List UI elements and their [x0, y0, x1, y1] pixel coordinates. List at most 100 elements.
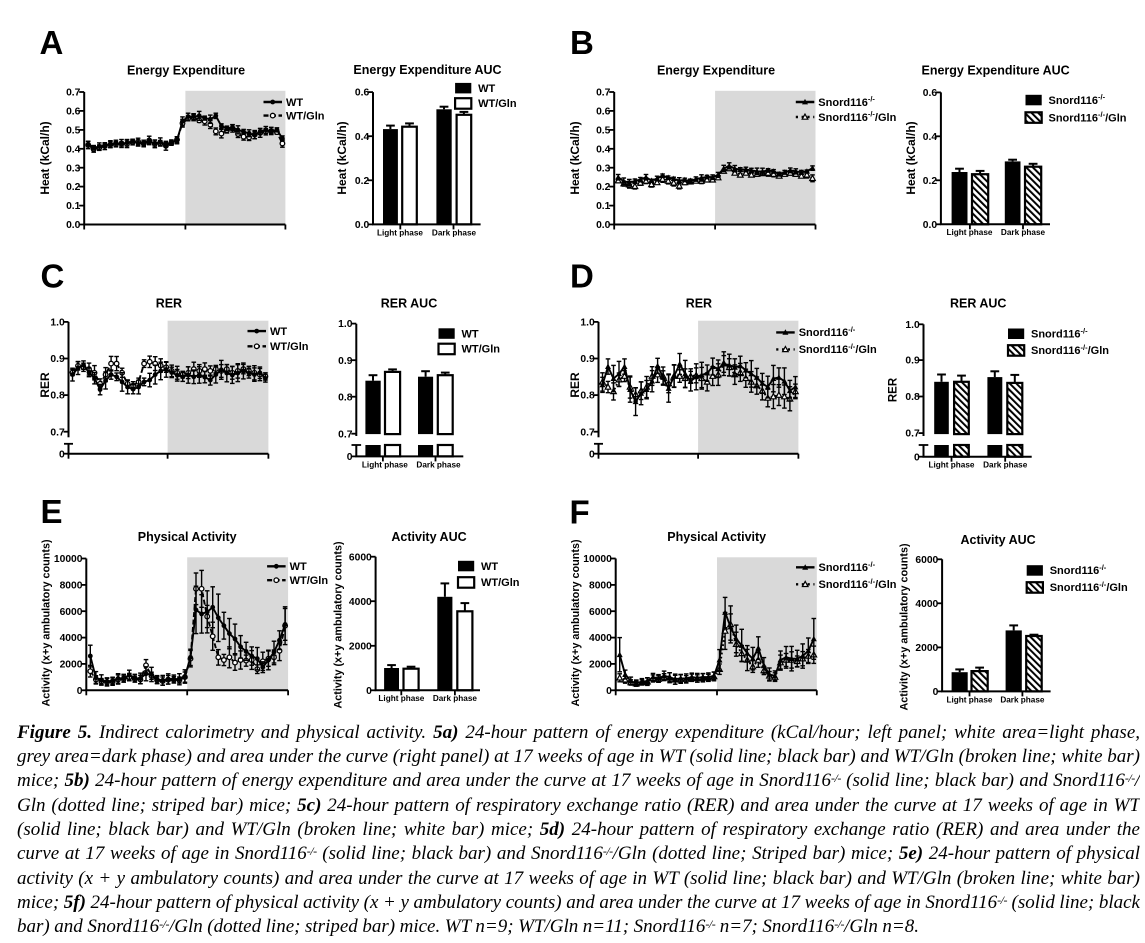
svg-text:6000: 6000	[915, 555, 938, 566]
svg-text:0: 0	[77, 686, 83, 697]
svg-text:Snord116-/-/Gln: Snord116-/-/Gln	[1049, 110, 1127, 124]
svg-text:Activity (x+y ambulatory count: Activity (x+y ambulatory counts)	[899, 543, 911, 710]
svg-text:Heat (kCal/h): Heat (kCal/h)	[904, 121, 918, 194]
svg-text:Snord116-/-: Snord116-/-	[819, 560, 876, 574]
svg-text:Light phase: Light phase	[929, 461, 975, 470]
svg-text:0.5: 0.5	[596, 126, 611, 137]
svg-text:6000: 6000	[589, 607, 612, 618]
svg-text:WT: WT	[270, 326, 287, 338]
svg-text:Energy Expenditure: Energy Expenditure	[127, 63, 245, 77]
svg-text:2000: 2000	[589, 660, 612, 671]
svg-text:Light phase: Light phase	[947, 695, 993, 704]
svg-text:0.2: 0.2	[355, 176, 370, 187]
svg-text:Snord116-/-/Gln: Snord116-/-/Gln	[1050, 580, 1128, 594]
svg-text:D: D	[570, 258, 594, 295]
svg-text:RER AUC: RER AUC	[950, 297, 1006, 311]
svg-text:Snord116-/-/Gln: Snord116-/-/Gln	[1031, 343, 1109, 357]
svg-text:WT: WT	[462, 328, 479, 340]
svg-text:0.7: 0.7	[50, 427, 65, 438]
svg-text:Dark phase: Dark phase	[432, 228, 477, 237]
svg-text:Physical Activity: Physical Activity	[667, 530, 766, 544]
svg-text:C: C	[41, 258, 65, 295]
svg-text:0.4: 0.4	[66, 144, 81, 155]
svg-text:0: 0	[366, 686, 372, 697]
svg-text:0.9: 0.9	[50, 354, 65, 365]
svg-text:6000: 6000	[349, 552, 372, 563]
svg-text:Heat (kCal/h): Heat (kCal/h)	[568, 121, 582, 194]
svg-text:1.0: 1.0	[338, 319, 353, 330]
svg-text:0.3: 0.3	[66, 163, 81, 174]
svg-text:Heat (kCal/h): Heat (kCal/h)	[38, 121, 52, 194]
svg-text:0.0: 0.0	[355, 220, 370, 231]
svg-text:0: 0	[347, 452, 353, 463]
svg-text:WT/Gln: WT/Gln	[462, 344, 501, 356]
svg-text:WT: WT	[478, 83, 495, 95]
svg-text:0.6: 0.6	[596, 107, 611, 118]
svg-text:0: 0	[914, 452, 920, 463]
svg-text:0.8: 0.8	[580, 391, 595, 402]
svg-text:0.6: 0.6	[923, 88, 938, 99]
svg-text:0.9: 0.9	[580, 354, 595, 365]
svg-text:Light phase: Light phase	[377, 228, 423, 237]
svg-text:8000: 8000	[60, 581, 83, 592]
svg-text:WT: WT	[290, 561, 307, 573]
svg-text:0.4: 0.4	[596, 144, 611, 155]
svg-text:0.2: 0.2	[923, 176, 938, 187]
svg-text:WT/Gln: WT/Gln	[481, 577, 520, 589]
svg-text:0.9: 0.9	[905, 356, 920, 367]
svg-text:Dark phase: Dark phase	[433, 694, 478, 703]
svg-text:Physical Activity: Physical Activity	[138, 530, 237, 544]
svg-text:0.7: 0.7	[66, 88, 81, 99]
svg-text:4000: 4000	[915, 599, 938, 610]
svg-text:RER: RER	[888, 377, 900, 402]
svg-text:WT: WT	[481, 561, 498, 573]
svg-text:Activity AUC: Activity AUC	[960, 533, 1035, 547]
svg-text:0.2: 0.2	[66, 182, 81, 193]
svg-text:Activity (x+y ambulatory count: Activity (x+y ambulatory counts)	[41, 539, 53, 706]
svg-text:0.1: 0.1	[66, 201, 81, 212]
svg-text:WT/Gln: WT/Gln	[290, 575, 329, 587]
svg-text:0.9: 0.9	[338, 356, 353, 367]
svg-text:Activity (x+y ambulatory count: Activity (x+y ambulatory counts)	[333, 541, 345, 708]
svg-text:E: E	[41, 493, 63, 530]
svg-text:1.0: 1.0	[50, 318, 65, 329]
svg-text:1.0: 1.0	[905, 320, 920, 331]
svg-text:0.7: 0.7	[596, 88, 611, 99]
svg-text:A: A	[40, 24, 64, 61]
svg-text:0.8: 0.8	[338, 392, 353, 403]
svg-text:Dark phase: Dark phase	[1001, 228, 1046, 237]
svg-text:WT/Gln: WT/Gln	[270, 341, 309, 353]
svg-text:0.8: 0.8	[905, 392, 920, 403]
svg-text:4000: 4000	[349, 597, 372, 608]
svg-text:Snord116-/-/Gln: Snord116-/-/Gln	[819, 577, 897, 591]
svg-text:Snord116-/-: Snord116-/-	[1031, 326, 1088, 340]
svg-text:WT/Gln: WT/Gln	[478, 98, 517, 110]
svg-text:0.4: 0.4	[355, 132, 370, 143]
svg-text:2000: 2000	[60, 660, 83, 671]
svg-text:6000: 6000	[60, 607, 83, 618]
svg-text:Snord116-/-/Gln: Snord116-/-/Gln	[818, 110, 896, 124]
svg-text:0.8: 0.8	[50, 391, 65, 402]
svg-text:0.1: 0.1	[596, 201, 611, 212]
svg-text:Snord116-/-/Gln: Snord116-/-/Gln	[799, 342, 877, 356]
svg-text:4000: 4000	[60, 633, 83, 644]
svg-text:Light phase: Light phase	[362, 460, 408, 469]
svg-text:0.5: 0.5	[66, 126, 81, 137]
svg-text:0: 0	[59, 449, 65, 460]
svg-text:0.4: 0.4	[923, 132, 938, 143]
svg-text:RER: RER	[156, 297, 182, 311]
svg-text:Snord116-/-: Snord116-/-	[1050, 563, 1107, 577]
svg-text:0.7: 0.7	[905, 429, 920, 440]
svg-text:Energy Expenditure AUC: Energy Expenditure AUC	[353, 63, 501, 77]
svg-text:2000: 2000	[349, 641, 372, 652]
svg-text:0.0: 0.0	[923, 220, 938, 231]
svg-text:Dark phase: Dark phase	[1000, 695, 1045, 704]
svg-text:0: 0	[606, 686, 612, 697]
svg-text:10000: 10000	[583, 554, 612, 565]
svg-text:RER: RER	[568, 372, 582, 398]
svg-text:0.3: 0.3	[596, 163, 611, 174]
svg-text:WT/Gln: WT/Gln	[286, 110, 325, 122]
svg-text:1.0: 1.0	[580, 318, 595, 329]
svg-text:0.6: 0.6	[66, 107, 81, 118]
svg-text:4000: 4000	[589, 633, 612, 644]
